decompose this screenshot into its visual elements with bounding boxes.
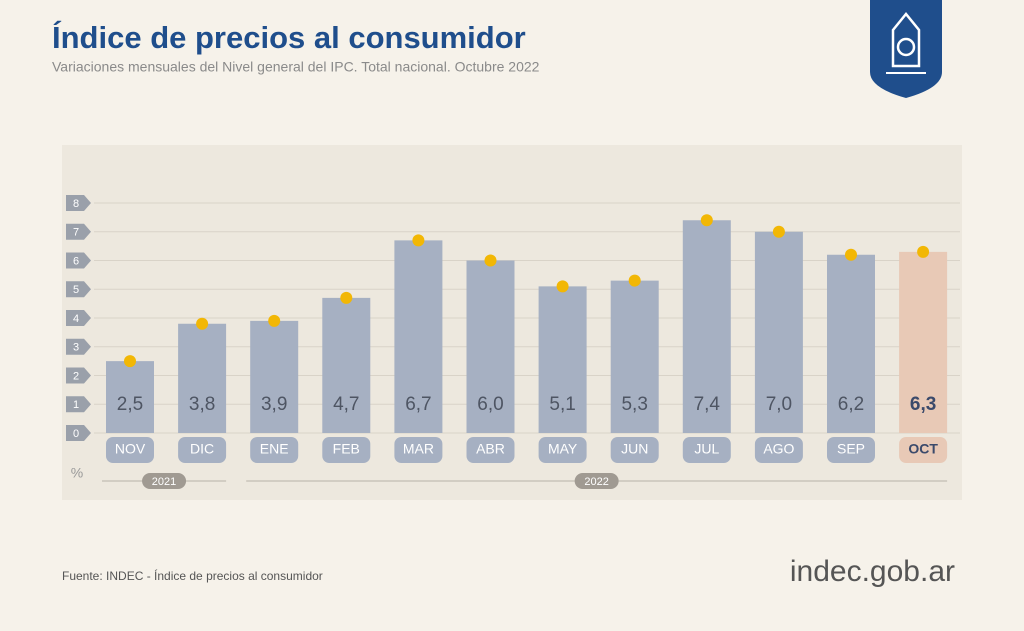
value-label: 3,8 [189, 394, 215, 415]
category-badge [682, 437, 731, 463]
y-tick-label: 4 [73, 313, 79, 325]
category-badge [466, 437, 515, 463]
bar [754, 231, 803, 433]
bar [322, 297, 371, 433]
category-badge [250, 437, 299, 463]
y-tick-label: 8 [73, 198, 79, 210]
bar [538, 286, 587, 433]
value-label: 5,1 [549, 394, 575, 415]
year-badge [142, 473, 187, 489]
x-tick-label: MAR [403, 441, 434, 457]
y-tick-label: 7 [73, 227, 79, 239]
bar [394, 240, 443, 433]
x-tick-label: OCT [908, 441, 938, 457]
category-badge [106, 437, 154, 463]
bar [899, 251, 948, 433]
bar [610, 280, 659, 433]
x-tick-label: FEB [333, 441, 360, 457]
x-tick-label: AGO [763, 441, 794, 457]
y-tick-label: 0 [73, 428, 79, 440]
year-badge [574, 473, 619, 489]
value-label: 2,5 [117, 394, 143, 415]
value-marker [268, 314, 281, 327]
bar [106, 361, 154, 433]
x-tick-label: MAY [548, 441, 578, 457]
value-label: 7,0 [766, 394, 792, 415]
value-marker [628, 274, 641, 287]
y-unit: % [71, 465, 83, 481]
value-label: 4,7 [333, 394, 359, 415]
bar [178, 323, 227, 433]
x-tick-label: ENE [260, 441, 289, 457]
chart-subtitle: Variaciones mensuales del Nivel general … [52, 59, 540, 75]
y-tick-label: 1 [73, 399, 79, 411]
x-tick-label: DIC [190, 441, 214, 457]
x-tick-label: SEP [837, 441, 865, 457]
value-marker [845, 248, 857, 261]
y-tick-badge [66, 223, 91, 240]
value-marker [700, 214, 713, 227]
value-marker [772, 225, 785, 238]
category-badge [322, 437, 371, 463]
y-tick-badge [66, 310, 91, 326]
value-label: 7,4 [694, 394, 721, 415]
value-label: 5,3 [621, 394, 647, 415]
category-badge [827, 437, 875, 463]
category-badge [754, 437, 803, 463]
value-label: 6,3 [910, 394, 936, 415]
x-tick-label: JUL [694, 441, 719, 457]
logo-text: indec.gob.ar [790, 555, 955, 588]
value-label: 6,2 [838, 394, 864, 415]
source: Fuente: INDEC - Índice de precios al con… [62, 568, 323, 583]
bar [250, 320, 299, 433]
value-marker [196, 317, 209, 330]
y-tick-label: 6 [73, 255, 79, 267]
category-badge [538, 437, 587, 463]
y-tick-badge [66, 367, 91, 384]
year-label: 2021 [152, 476, 176, 488]
y-tick-label: 5 [73, 284, 79, 296]
value-label: 3,9 [261, 394, 287, 415]
y-tick-badge [66, 338, 91, 355]
y-tick-badge [66, 396, 91, 413]
y-tick-badge [66, 252, 91, 269]
year-label: 2022 [584, 476, 608, 488]
y-tick-badge [66, 195, 91, 211]
value-marker [484, 254, 497, 267]
value-marker [124, 355, 136, 368]
value-label: 6,0 [477, 394, 503, 415]
x-tick-label: NOV [115, 441, 146, 457]
bar [682, 220, 731, 433]
y-tick-badge [66, 281, 91, 298]
category-badge [899, 437, 948, 463]
x-tick-label: ABR [476, 441, 505, 457]
value-marker [556, 280, 569, 293]
category-badge [610, 437, 659, 463]
bar [827, 254, 875, 433]
bar [466, 260, 515, 433]
value-label: 6,7 [405, 394, 431, 415]
y-tick-label: 3 [73, 342, 79, 354]
value-marker [917, 245, 930, 258]
y-tick-label: 2 [73, 370, 79, 382]
category-badge [394, 437, 443, 463]
value-marker [340, 291, 353, 304]
logo-badge [870, 0, 942, 98]
chart-title: Índice de precios al consumidor [52, 20, 526, 55]
category-badge [178, 437, 227, 463]
value-marker [412, 234, 425, 247]
x-tick-label: JUN [621, 441, 648, 457]
y-tick-badge [66, 425, 91, 441]
